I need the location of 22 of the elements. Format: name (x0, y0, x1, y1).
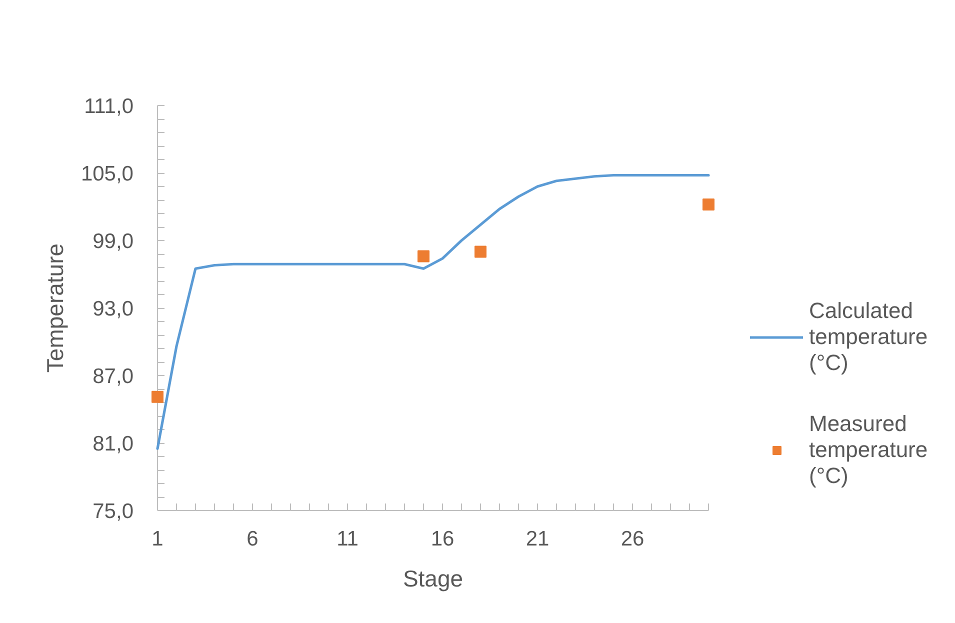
y-tick-label: 81,0 (92, 432, 134, 456)
point (418, 250, 430, 262)
x-tick-label: 16 (430, 528, 454, 550)
point (152, 390, 164, 403)
x-axis-title: Stage (402, 566, 464, 592)
y-tick-label: 75,0 (92, 500, 134, 523)
line-series (156, 174, 710, 450)
y-tick-label: 111,0 (84, 95, 134, 118)
y-tick-label: 87,0 (92, 365, 134, 388)
point (702, 198, 714, 210)
y-tick-label: 93,0 (92, 298, 134, 320)
point (474, 246, 486, 258)
y-tick-label: 99,0 (92, 230, 134, 253)
x-tick-label: 21 (526, 528, 550, 550)
legend-label: Calculated temperature (°C) (809, 298, 928, 376)
legend-label: Measured temperature (°C) (809, 411, 928, 489)
x-tick-label: 11 (336, 528, 358, 550)
y-tick-label: 105,0 (80, 162, 134, 186)
y-axis-title: Temperature (42, 243, 68, 373)
x-tick-label: 6 (246, 528, 258, 550)
x-tick-label: 1 (152, 528, 164, 550)
x-tick-label: 26 (620, 528, 644, 550)
